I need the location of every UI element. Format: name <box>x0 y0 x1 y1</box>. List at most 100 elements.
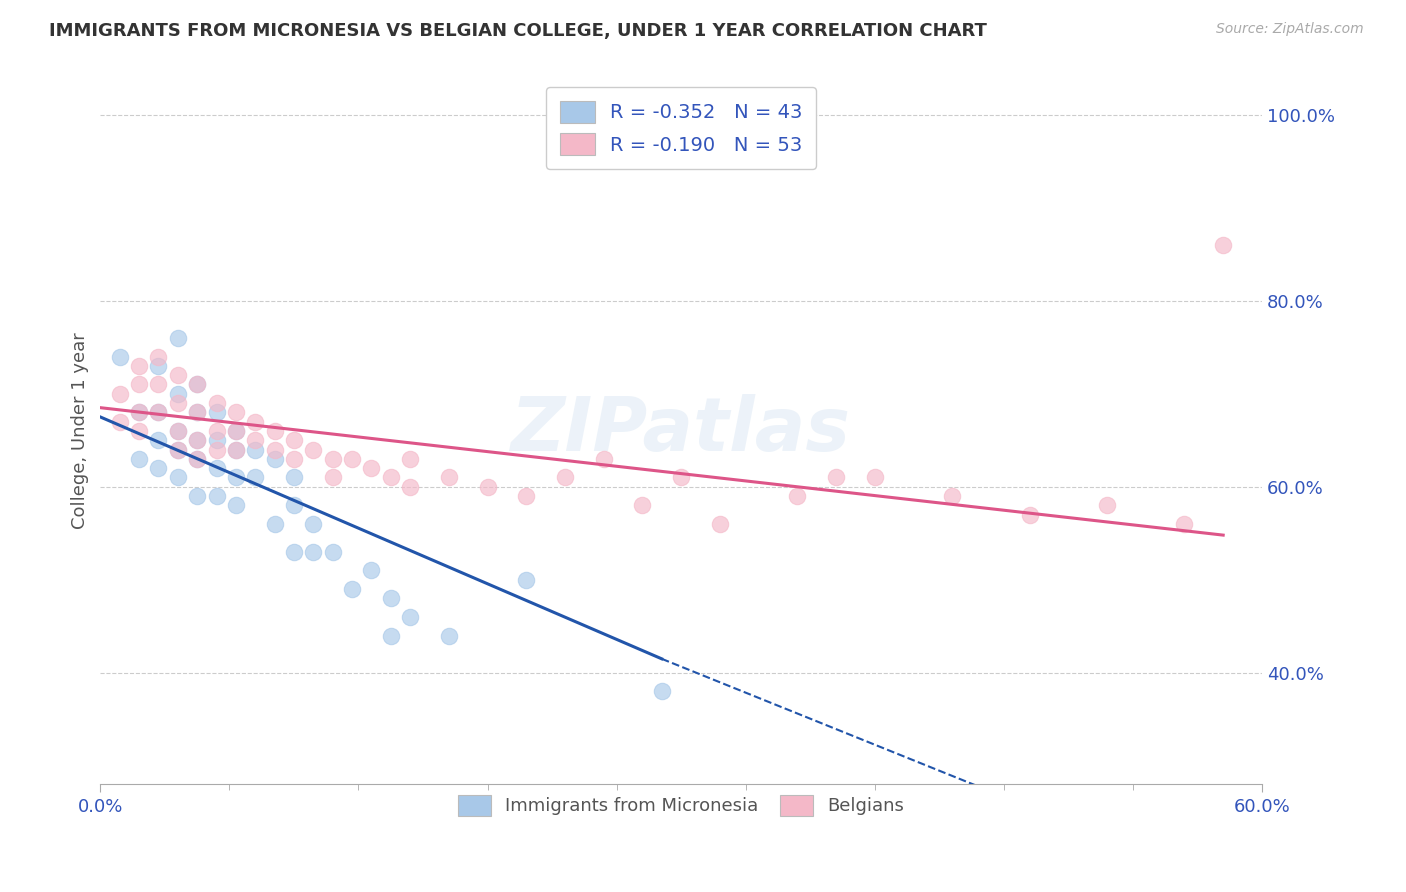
Point <box>108 386 131 401</box>
Point <box>166 442 188 457</box>
Point <box>148 461 170 475</box>
Point <box>148 434 170 448</box>
Point <box>263 451 285 466</box>
Point <box>225 442 247 457</box>
Point <box>302 516 325 531</box>
Point <box>166 442 188 457</box>
Point <box>592 451 614 466</box>
Point <box>340 451 363 466</box>
Point <box>205 442 228 457</box>
Point <box>941 489 963 503</box>
Point <box>263 516 285 531</box>
Point <box>148 405 170 419</box>
Point <box>477 480 499 494</box>
Point <box>709 516 731 531</box>
Point <box>166 470 188 484</box>
Point <box>340 582 363 596</box>
Point <box>205 461 228 475</box>
Point <box>128 359 150 373</box>
Point <box>283 545 305 559</box>
Point <box>380 629 402 643</box>
Point <box>437 629 460 643</box>
Point <box>205 424 228 438</box>
Point <box>786 489 808 503</box>
Point <box>399 610 422 624</box>
Point <box>186 377 208 392</box>
Point <box>1212 238 1234 252</box>
Point <box>108 415 131 429</box>
Point <box>669 470 692 484</box>
Point <box>245 415 267 429</box>
Point <box>225 499 247 513</box>
Point <box>166 331 188 345</box>
Point <box>205 396 228 410</box>
Point <box>186 377 208 392</box>
Point <box>186 489 208 503</box>
Point <box>148 377 170 392</box>
Legend: Immigrants from Micronesia, Belgians: Immigrants from Micronesia, Belgians <box>450 786 912 825</box>
Point <box>399 451 422 466</box>
Point <box>263 442 285 457</box>
Point <box>825 470 848 484</box>
Point <box>186 451 208 466</box>
Point <box>108 350 131 364</box>
Point <box>166 396 188 410</box>
Point <box>302 545 325 559</box>
Point <box>225 424 247 438</box>
Point <box>225 470 247 484</box>
Point <box>380 470 402 484</box>
Point <box>283 499 305 513</box>
Point <box>399 480 422 494</box>
Point <box>360 564 382 578</box>
Point <box>225 405 247 419</box>
Text: ZIPatlas: ZIPatlas <box>512 394 851 467</box>
Point <box>128 377 150 392</box>
Point <box>166 424 188 438</box>
Point <box>263 424 285 438</box>
Point <box>245 470 267 484</box>
Point <box>283 434 305 448</box>
Point <box>651 684 673 698</box>
Point <box>245 434 267 448</box>
Point <box>631 499 654 513</box>
Point <box>225 424 247 438</box>
Point <box>322 470 344 484</box>
Point <box>205 434 228 448</box>
Point <box>1095 499 1118 513</box>
Point <box>245 442 267 457</box>
Point <box>186 405 208 419</box>
Text: IMMIGRANTS FROM MICRONESIA VS BELGIAN COLLEGE, UNDER 1 YEAR CORRELATION CHART: IMMIGRANTS FROM MICRONESIA VS BELGIAN CO… <box>49 22 987 40</box>
Point <box>205 489 228 503</box>
Point <box>437 470 460 484</box>
Point <box>128 424 150 438</box>
Point <box>148 405 170 419</box>
Point <box>166 386 188 401</box>
Point <box>186 451 208 466</box>
Point <box>380 591 402 606</box>
Point <box>360 461 382 475</box>
Point <box>225 442 247 457</box>
Point <box>186 405 208 419</box>
Point <box>128 405 150 419</box>
Point <box>166 368 188 383</box>
Point <box>515 573 537 587</box>
Point <box>186 434 208 448</box>
Point <box>128 451 150 466</box>
Point <box>166 424 188 438</box>
Point <box>283 470 305 484</box>
Point <box>1173 516 1195 531</box>
Point <box>515 489 537 503</box>
Point <box>148 359 170 373</box>
Point <box>322 451 344 466</box>
Point <box>205 405 228 419</box>
Point <box>554 470 576 484</box>
Point <box>322 545 344 559</box>
Text: Source: ZipAtlas.com: Source: ZipAtlas.com <box>1216 22 1364 37</box>
Point <box>863 470 886 484</box>
Point <box>186 434 208 448</box>
Point <box>1018 508 1040 522</box>
Point <box>302 442 325 457</box>
Point <box>148 350 170 364</box>
Point <box>128 405 150 419</box>
Point <box>283 451 305 466</box>
